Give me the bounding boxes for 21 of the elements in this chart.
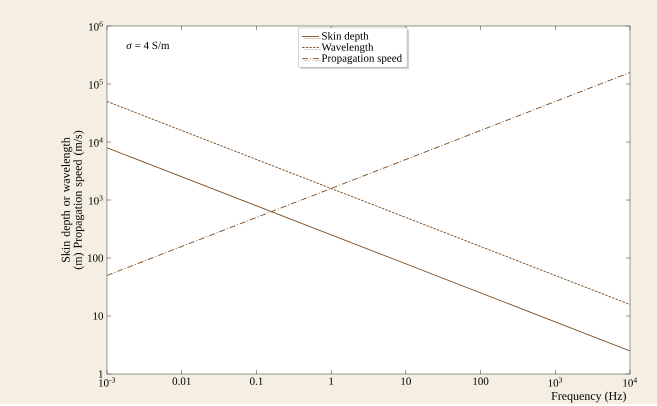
y-tick-label: 10$^{3}$ [89,196,103,205]
y-axis-title: Skin depth or wavelength (m) Propagation speed (m/s) [61,130,84,270]
x-tick-label: 1 [329,378,334,385]
x-tick-label: 10$^{-3}$ [99,378,116,387]
x-tick-label: 0.1 [250,378,263,386]
annotation: σ = 4 S/m [126,42,170,50]
x-tick-label: 0.01 [172,378,191,386]
legend-label: Skin depth [322,32,368,42]
legend-label: Wavelength [321,43,374,54]
legend-label: Propagation speed [322,54,402,64]
x-tick-label: 10$^{4}$ [623,378,638,387]
y-tick-label: 10$^{6}$ [89,22,103,31]
x-axis-title: Frequency (Hz) [551,392,626,403]
x-tick-label: 100 [473,378,488,386]
y-tick-label: 10$^{4}$ [89,138,103,147]
x-tick-label: 10$^{3}$ [548,378,562,387]
y-tick-label: 10 [93,312,104,320]
y-tick-label: 100 [88,254,104,262]
x-tick-label: 10 [401,378,411,386]
y-tick-label: 1 [98,370,103,378]
y-tick-label: 10$^{5}$ [89,80,103,89]
